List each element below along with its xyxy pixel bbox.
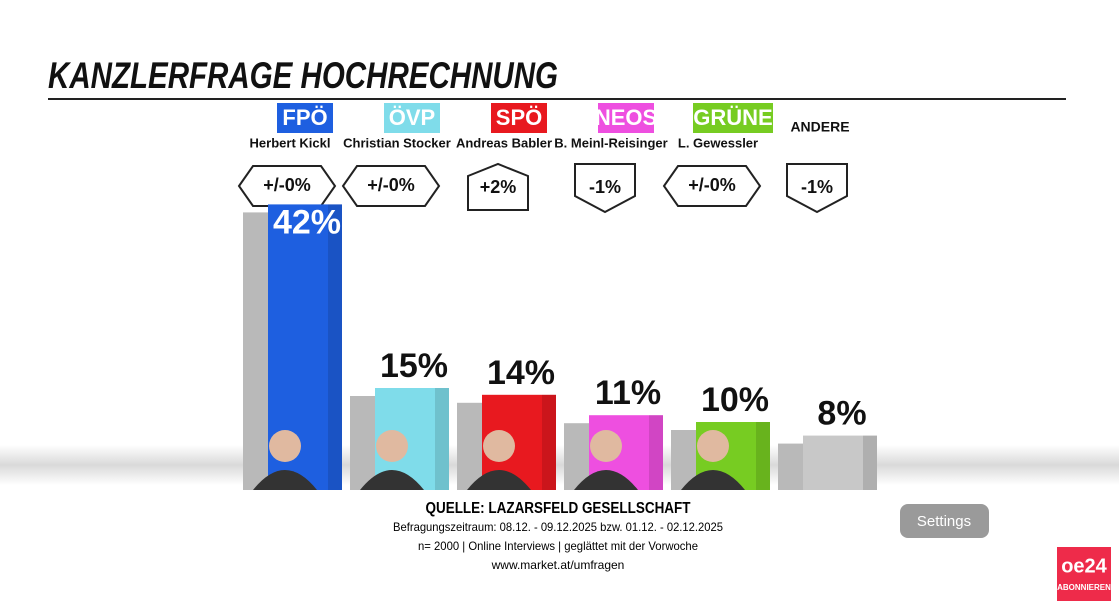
change-badge — [237, 165, 337, 207]
logo-sub[interactable]: ABONNIEREN — [1057, 583, 1111, 592]
party-name: GRÜNE — [693, 105, 772, 130]
settings-button-bg[interactable] — [900, 504, 989, 538]
candidate-name: Herbert Kickl — [250, 135, 331, 150]
logo-text[interactable]: oe24 — [1061, 555, 1107, 577]
value-label: 10% — [701, 381, 769, 419]
portrait-body — [574, 470, 638, 490]
candidate-name: B. Meinl-Reisinger — [554, 135, 667, 150]
value-label: 15% — [380, 347, 448, 385]
change-label: -1% — [801, 177, 833, 197]
party-box — [384, 103, 440, 133]
party-box — [277, 103, 333, 133]
bar-shade — [756, 422, 770, 490]
party-box — [598, 103, 654, 133]
change-label: +/-0% — [688, 175, 736, 195]
change-badge — [662, 165, 762, 207]
party-box — [491, 103, 547, 133]
change-label: -1% — [589, 177, 621, 197]
value-label: 14% — [487, 354, 555, 392]
chart-title: KANZLERFRAGE HOCHRECHNUNG — [48, 55, 558, 96]
bar-shade — [649, 415, 663, 490]
party-name: ÖVP — [389, 105, 435, 130]
party-box — [693, 103, 773, 133]
bar-shade — [328, 204, 342, 490]
party-name: SPÖ — [496, 105, 542, 130]
portrait-head — [483, 430, 515, 462]
bar-shade — [542, 394, 556, 490]
note: Befragungszeitraum: 08.12. - 09.12.2025 … — [393, 520, 723, 534]
logo-bg[interactable] — [1057, 547, 1111, 601]
portrait-head — [697, 430, 729, 462]
note: n= 2000 | Online Interviews | geglättet … — [418, 539, 698, 553]
candidate-name: Andreas Babler — [456, 135, 552, 150]
change-badge — [574, 163, 636, 214]
change-label: +/-0% — [263, 175, 311, 195]
change-badge — [786, 163, 848, 214]
source: QUELLE: LAZARSFELD GESELLSCHAFT — [426, 500, 691, 517]
portrait-body — [360, 470, 424, 490]
portrait-head — [590, 430, 622, 462]
floor-band — [0, 445, 1119, 485]
logo[interactable]: oe24 ABONNIEREN — [1057, 547, 1111, 601]
party-name: NEOS — [595, 105, 657, 130]
value-label: 8% — [817, 395, 866, 433]
party-name: FPÖ — [282, 105, 327, 130]
portrait-head — [269, 430, 301, 462]
portrait-head — [376, 430, 408, 462]
change-label: +/-0% — [367, 175, 415, 195]
change-badge — [341, 165, 441, 207]
portrait-body — [681, 470, 745, 490]
bar-shade — [863, 435, 877, 490]
candidate-name: Christian Stocker — [343, 135, 451, 150]
candidate-name: L. Gewessler — [678, 135, 758, 150]
change-label: +2% — [480, 177, 517, 197]
portrait-body — [467, 470, 531, 490]
value-label: 11% — [595, 374, 661, 412]
value-label: 42% — [273, 203, 341, 241]
bar-shade — [435, 388, 449, 490]
settings-label[interactable]: Settings — [917, 513, 971, 530]
change-badge — [467, 162, 529, 211]
party-name: ANDERE — [790, 119, 849, 135]
note: www.market.at/umfragen — [491, 558, 625, 572]
bar — [803, 435, 877, 490]
settings-button[interactable]: Settings — [900, 504, 989, 538]
portrait-body — [253, 470, 317, 490]
